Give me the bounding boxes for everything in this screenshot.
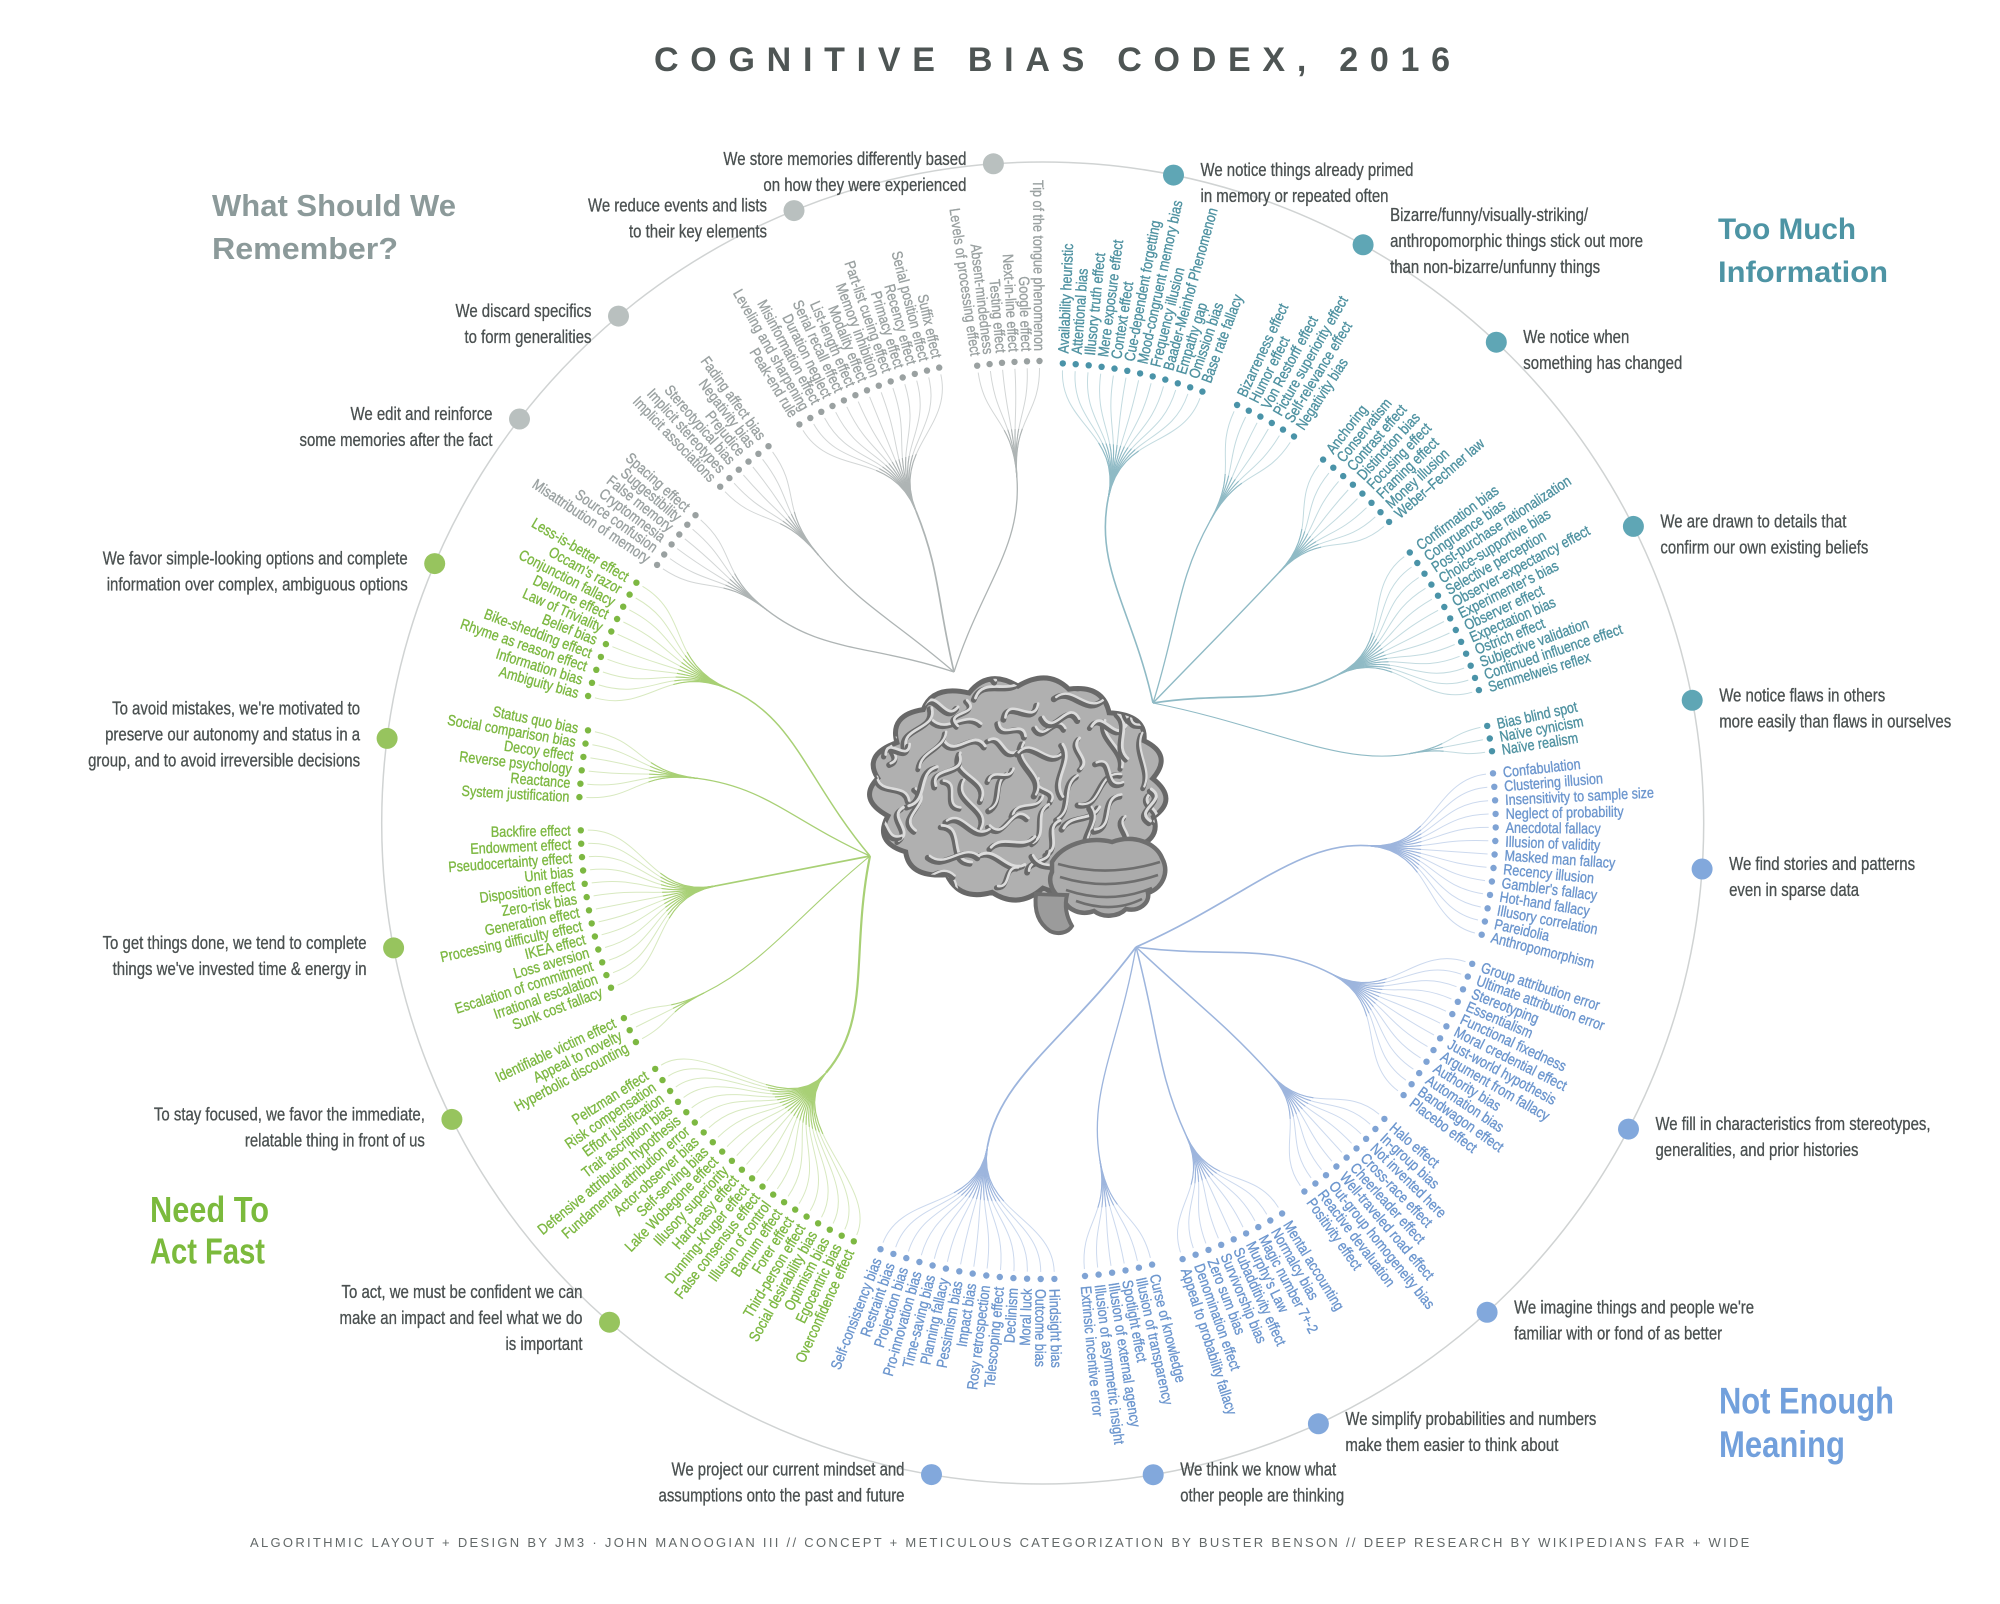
svg-text:ALGORITHMIC LAYOUT + DESIGN BY: ALGORITHMIC LAYOUT + DESIGN BY JM3 · JOH… (250, 1535, 1752, 1550)
svg-text:We store memories differently: We store memories differently based on ho… (723, 149, 966, 195)
svg-text:Illusion of validity: Illusion of validity (1505, 834, 1601, 855)
svg-text:Endowment effect: Endowment effect (470, 836, 572, 858)
svg-text:Tip of the tongue phenomenon: Tip of the tongue phenomenon (1029, 180, 1047, 351)
svg-text:We simplify probabilities and: We simplify probabilities and numbers mak… (1345, 1409, 1596, 1455)
svg-text:To avoid mistakes, we're motiv: To avoid mistakes, we're motivated to pre… (88, 698, 361, 770)
svg-text:Availability heuristic: Availability heuristic (1055, 243, 1077, 354)
svg-text:To act, we must be confident w: To act, we must be confident we can make … (340, 1282, 583, 1354)
svg-text:Anecdotal fallacy: Anecdotal fallacy (1506, 820, 1602, 838)
svg-text:Bizarre/funny/visually-strikin: Bizarre/funny/visually-striking/anthropo… (1390, 205, 1643, 277)
svg-text:Attentional bias: Attentional bias (1069, 268, 1092, 355)
svg-text:To stay focused, we favor the: To stay focused, we favor the immediate,… (154, 1104, 425, 1150)
svg-text:Declinism: Declinism (1001, 1288, 1021, 1344)
svg-text:We notice things already prime: We notice things already primed in memory… (1201, 160, 1414, 206)
svg-text:To get things done, we tend to: To get things done, we tend to complete t… (103, 933, 367, 979)
svg-text:Backfire effect: Backfire effect (491, 823, 572, 841)
svg-text:Google effect: Google effect (1015, 276, 1035, 352)
svg-text:We favor simple-looking option: We favor simple-looking options and comp… (103, 549, 408, 595)
svg-text:We fill in characteristics fro: We fill in characteristics from stereoty… (1656, 1114, 1931, 1160)
svg-text:COGNITIVE BIAS CODEX, 2016: COGNITIVE BIAS CODEX, 2016 (654, 41, 1462, 79)
svg-text:Testing effect: Testing effect (985, 278, 1009, 354)
svg-text:Moral luck: Moral luck (1017, 1288, 1036, 1346)
svg-text:Reactance: Reactance (510, 770, 571, 792)
svg-text:We imagine things and people w: We imagine things and people we're famili… (1514, 1297, 1754, 1343)
svg-text:Hindsight bias: Hindsight bias (1045, 1289, 1064, 1368)
svg-text:Unit bias: Unit bias (524, 864, 574, 886)
svg-text:Neglect of probability: Neglect of probability (1505, 804, 1624, 823)
svg-text:We project our current mindset: We project our current mindset and assump… (659, 1460, 905, 1506)
svg-text:System justification: System justification (461, 783, 570, 806)
svg-text:Next-in-line effect: Next-in-line effect (999, 254, 1022, 354)
svg-text:Outcome bias: Outcome bias (1031, 1289, 1048, 1367)
